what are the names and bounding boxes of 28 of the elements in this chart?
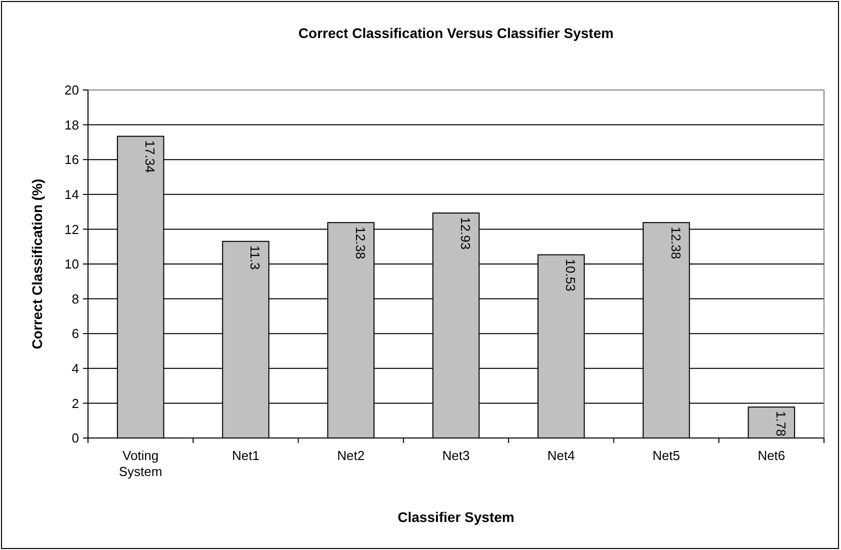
y-tick-label: 16: [64, 152, 79, 168]
data-label: 12.38: [352, 226, 368, 260]
x-tick-label: Voting System: [118, 448, 162, 479]
y-tick-label: 0: [72, 430, 79, 446]
y-tick-label: 18: [64, 117, 79, 132]
x-tick-label: Net6: [758, 448, 786, 463]
data-label: 12.38: [668, 226, 684, 260]
x-tick-label: Net1: [232, 448, 260, 463]
y-tick-label: 14: [64, 186, 79, 202]
chart-title: Correct Classification Versus Classifier System: [298, 25, 614, 41]
data-label: 11.3: [248, 245, 263, 270]
x-tick-label: Net4: [547, 448, 575, 463]
y-tick-label: 12: [64, 222, 79, 237]
y-tick-label: 10: [64, 256, 79, 272]
x-tick-label: Net5: [652, 448, 680, 463]
y-tick-label: 8: [72, 291, 79, 306]
y-tick-label: 2: [72, 396, 79, 411]
x-tick-label: Net3: [442, 448, 470, 463]
x-tick-label: Net2: [337, 448, 365, 463]
data-label: 17.34: [142, 140, 158, 173]
y-axis-title: Correct Classification (%): [29, 178, 45, 350]
y-tick-label: 6: [72, 326, 79, 342]
y-tick-label: 4: [72, 360, 79, 376]
y-tick-label: 20: [64, 82, 79, 98]
data-label: 12.93: [458, 217, 473, 250]
data-label: 1.78: [773, 411, 788, 436]
x-axis-title: Classifier System: [398, 509, 514, 525]
data-label: 10.53: [563, 258, 578, 292]
